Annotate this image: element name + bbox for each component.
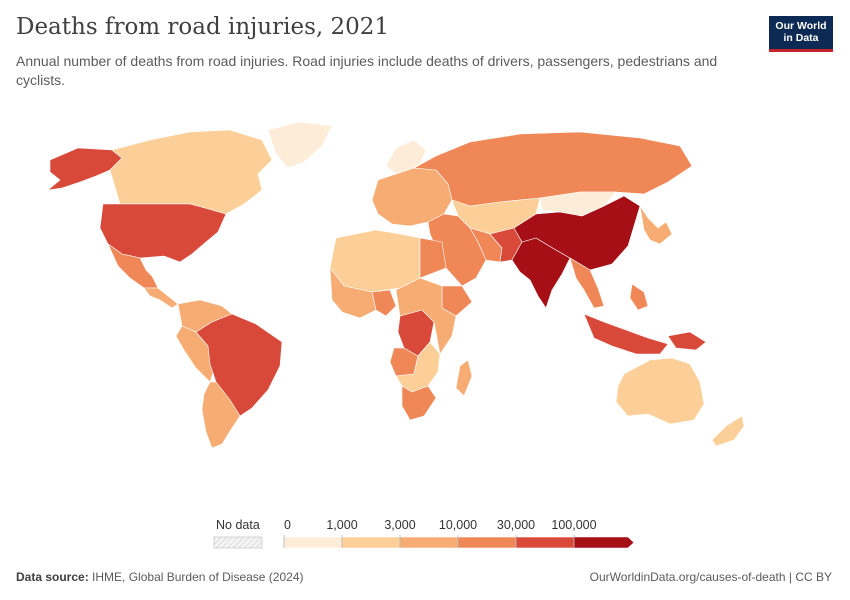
region-south-africa[interactable] [401,385,437,421]
data-source-label: Data source: [16,570,89,584]
region-scandinavia[interactable] [385,139,427,175]
region-greenland[interactable] [267,121,333,169]
region-central-america[interactable] [143,287,179,309]
region-west-africa[interactable] [329,267,377,319]
footer-url[interactable]: OurWorldinData.org/causes-of-death | CC … [589,570,832,584]
region-madagascar[interactable] [455,359,473,397]
region-png[interactable] [667,331,707,351]
region-new-zealand[interactable] [711,415,745,447]
region-china[interactable] [513,195,641,271]
legend-bin-label: 10,000 [438,518,478,532]
data-source: Data source: IHME, Global Burden of Dise… [16,570,303,584]
region-brazil[interactable] [195,313,283,417]
legend-bin-swatch[interactable] [515,536,575,549]
legend-bin-swatch[interactable] [573,536,635,549]
legend-no-data-swatch [213,536,263,549]
legend-no-data-label: No data [216,518,260,532]
region-egypt[interactable] [419,237,447,279]
legend-bin-swatch[interactable] [283,536,343,549]
region-philippines[interactable] [629,283,649,311]
region-east-africa[interactable] [395,277,457,355]
legend-bin-label: 30,000 [496,518,536,532]
chart-subtitle: Annual number of deaths from road injuri… [16,53,718,88]
region-japan-korea[interactable] [639,205,673,245]
legend-bin-label: 3,000 [384,518,416,532]
legend-bin-label: 100,000 [551,518,597,532]
legend-bin-swatch[interactable] [457,536,517,549]
data-source-text: IHME, Global Burden of Disease (2024) [92,570,304,584]
region-argentina-chile[interactable] [201,381,241,449]
legend-bin-swatch[interactable] [399,536,459,549]
region-mexico[interactable] [107,243,159,289]
world-map [47,121,745,449]
legend-bin-label: 0 [284,518,291,532]
region-mongolia[interactable] [539,191,617,217]
legend-bin-swatch[interactable] [341,536,401,549]
region-australia[interactable] [615,357,705,425]
owid-logo[interactable]: Our World in Data [769,16,833,52]
chart-title: Deaths from road injuries, 2021 [16,14,390,40]
logo-line-1: Our World [775,20,827,32]
legend-bin-label: 1,000 [326,518,358,532]
region-indonesia[interactable] [583,313,669,355]
region-nigeria[interactable] [371,289,397,317]
region-canada[interactable] [109,129,273,215]
region-alaska[interactable] [47,147,123,191]
logo-line-2: in Data [783,32,819,44]
region-southeast-asia[interactable] [569,257,605,309]
